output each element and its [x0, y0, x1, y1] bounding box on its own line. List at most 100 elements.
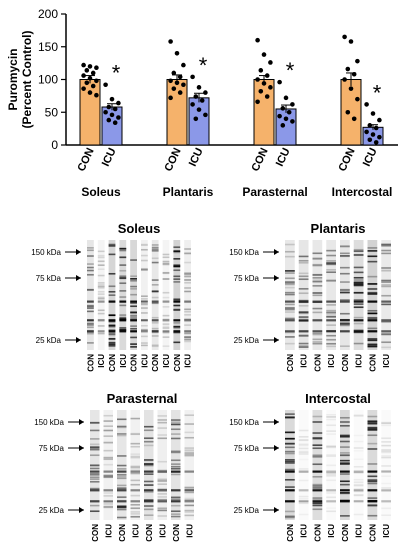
lane-band	[87, 273, 94, 276]
lane-smear	[162, 240, 170, 350]
lane-band	[184, 308, 191, 311]
lane-smear	[103, 410, 113, 520]
lane-band	[103, 441, 113, 443]
lane-band	[141, 319, 148, 321]
kda-marker-label: 150 kDa	[229, 418, 259, 427]
lane-smear	[173, 240, 181, 350]
lane-band	[326, 319, 336, 322]
lane-band	[144, 437, 154, 440]
lane-band	[326, 510, 336, 513]
lane-band	[130, 515, 140, 518]
lane-band	[162, 306, 170, 308]
lane-band	[367, 309, 378, 312]
puromycin-bar-chart: 0 50 100 150 200 Puromycin (Percent Control) CO…	[6, 7, 398, 199]
data-point	[90, 70, 96, 76]
lane-band	[367, 312, 378, 315]
lane-band	[171, 465, 181, 468]
lane-band	[340, 345, 350, 348]
kda-marker-label: 150 kDa	[229, 248, 259, 257]
lane-label: ICU	[327, 524, 336, 538]
lane-band	[119, 317, 127, 320]
data-point	[268, 85, 273, 90]
data-point	[268, 60, 273, 65]
lane-band	[367, 338, 378, 340]
data-point	[290, 102, 295, 107]
lane-band	[173, 322, 181, 324]
data-point	[258, 68, 264, 73]
data-point	[351, 116, 357, 122]
lane-band	[312, 330, 323, 333]
y-tick-label: 0	[51, 138, 58, 152]
lane-band	[103, 500, 113, 503]
lane-band	[312, 338, 323, 341]
data-point	[261, 52, 267, 57]
marker-arrowhead	[274, 249, 279, 255]
data-point	[342, 34, 347, 40]
lane-band	[119, 249, 127, 252]
lane-band	[312, 341, 323, 343]
lane-band	[367, 500, 378, 503]
lane-band	[144, 499, 154, 501]
lane-band	[184, 491, 194, 494]
lane-band	[298, 330, 309, 333]
lane-band	[312, 475, 323, 478]
lane-band	[87, 333, 94, 335]
lane-band	[151, 279, 159, 281]
data-point	[367, 123, 373, 128]
lane-band	[340, 463, 350, 465]
lane-band	[119, 264, 127, 266]
lane-band	[184, 248, 191, 250]
lane-band	[87, 330, 94, 333]
y-tick-label: 100	[38, 73, 58, 87]
lane-band	[353, 250, 364, 253]
lane-band	[367, 343, 378, 346]
lane-band	[117, 489, 127, 492]
lane-band	[381, 285, 391, 288]
lane-band	[367, 480, 378, 483]
lane-band	[97, 256, 105, 259]
lane-band	[87, 322, 94, 325]
lane-band	[381, 445, 391, 447]
lane-smear	[340, 410, 350, 520]
lane-band	[298, 479, 309, 482]
data-point	[168, 95, 173, 101]
lane-band	[97, 260, 105, 263]
lane-band	[312, 487, 323, 489]
lane-label: ICU	[162, 354, 171, 368]
lane-band	[298, 502, 309, 505]
lane-band	[162, 260, 170, 263]
lane-band	[87, 247, 94, 249]
lane-band	[144, 425, 154, 428]
lane-band	[353, 500, 364, 502]
data-point	[174, 80, 180, 86]
lane-band	[353, 306, 364, 309]
lane-band	[298, 316, 309, 318]
lane-band	[130, 318, 137, 320]
data-point	[373, 140, 379, 145]
lane-band	[353, 329, 364, 331]
lane-band	[312, 454, 323, 457]
lane-band	[285, 283, 295, 286]
lane-band	[298, 335, 309, 337]
lane-band	[184, 489, 194, 492]
lane-band	[173, 300, 181, 303]
lane-band	[353, 489, 364, 492]
lane-band	[326, 300, 336, 303]
lane-band	[130, 442, 140, 445]
lane-label: CON	[313, 524, 322, 542]
lane-band	[353, 483, 364, 486]
data-point	[255, 37, 260, 43]
lane-band	[326, 338, 336, 341]
lane-band	[117, 505, 127, 508]
lane-band	[119, 304, 127, 307]
lane-band	[367, 470, 378, 473]
lane-band	[130, 311, 137, 314]
lane-smear	[144, 410, 154, 520]
lane-band	[87, 307, 94, 309]
lane-band	[312, 277, 323, 279]
lane-band	[130, 293, 137, 296]
lane-band	[130, 300, 137, 303]
kda-marker-label: 75 kDa	[39, 444, 65, 453]
blot-title: Intercostal	[305, 391, 371, 406]
lane-band	[340, 254, 350, 257]
